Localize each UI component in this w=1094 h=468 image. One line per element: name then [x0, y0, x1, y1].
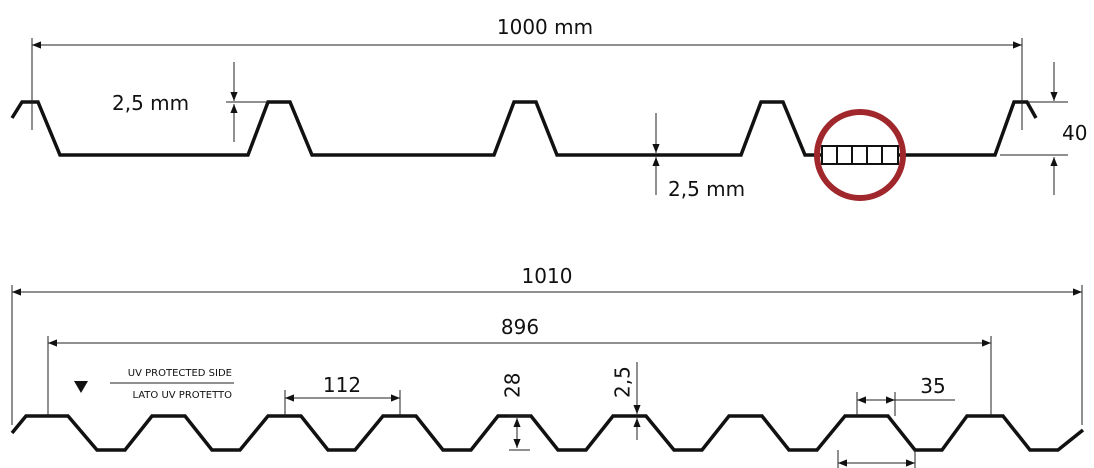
bottom-height-label: 28: [501, 373, 525, 398]
uv-side-triangle-icon: [74, 381, 88, 393]
uv-side-marker: UV PROTECTED SIDE LATO UV PROTETTO: [74, 368, 234, 401]
bottom-pitch-label: 112: [323, 373, 361, 397]
detail-highlight-circle: [814, 109, 906, 201]
detail-cell-frame: [821, 145, 899, 165]
bottom-sheet-profile: [10, 414, 1085, 452]
top-profile-group: 1000 mm 2,5 mm 2,5 mm 40: [10, 15, 1087, 201]
top-width-label: 1000 mm: [497, 15, 593, 39]
top-height-label: 40: [1062, 121, 1087, 145]
bottom-crest-label: 35: [920, 374, 945, 398]
bottom-cover-width-label: 896: [501, 315, 539, 339]
top-upper-thickness-label: 2,5 mm: [112, 91, 189, 115]
top-sheet-profile: [10, 100, 1038, 157]
uv-side-label-it: LATO UV PROTETTO: [132, 390, 232, 401]
bottom-overall-width-label: 1010: [522, 264, 573, 288]
multiwall-detail-callout: [814, 109, 906, 201]
bottom-profile-group: 1010 896 UV PROTECTED SIDE LATO UV PROTE…: [10, 264, 1085, 468]
bottom-thickness-label: 2,5: [611, 366, 635, 398]
top-lower-thickness-label: 2,5 mm: [668, 177, 745, 201]
uv-side-label: UV PROTECTED SIDE: [128, 368, 232, 379]
